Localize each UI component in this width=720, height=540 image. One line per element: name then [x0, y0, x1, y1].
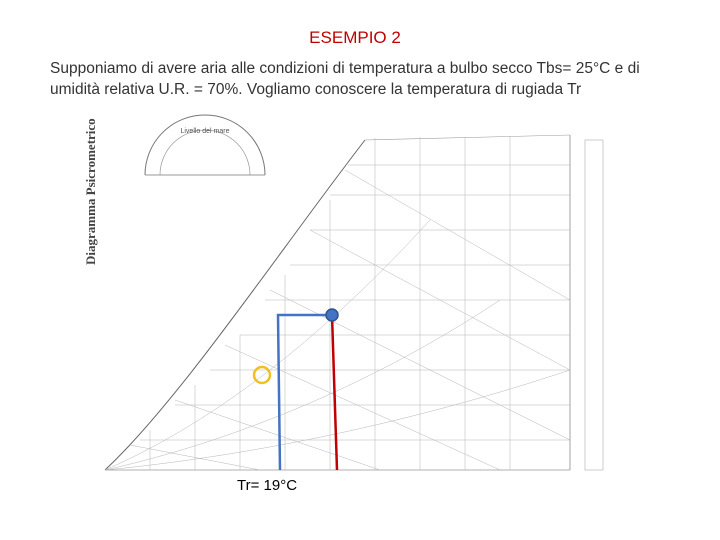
inset-title: Livello del mare: [180, 128, 229, 135]
annotation-background: [232, 474, 302, 494]
chart-title: Diagramma Psicrometrico: [83, 118, 98, 265]
inset-protractor: Livello del mare: [144, 114, 266, 176]
red-construction-line: [330, 314, 339, 471]
chart-grid: [104, 134, 604, 471]
slide-text: Supponiamo di avere aria alle condizioni…: [50, 60, 640, 98]
blue-construction-line: [276, 313, 332, 471]
slide-title: ESEMPIO 2: [309, 28, 401, 47]
state-point: [325, 308, 339, 322]
dew-point-label: Tr= 19°C: [237, 477, 297, 494]
dew-point-marker: [252, 365, 272, 385]
